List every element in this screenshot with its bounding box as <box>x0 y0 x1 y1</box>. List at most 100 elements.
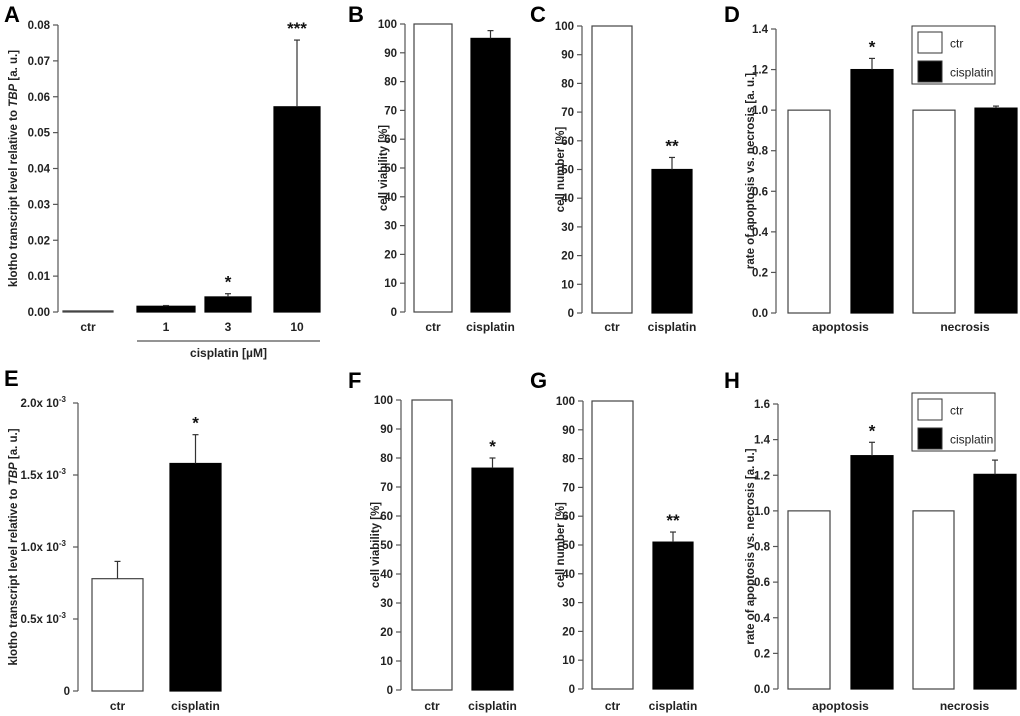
y-tick-label: 80 <box>561 78 574 90</box>
significance-marker: * <box>869 421 876 440</box>
bar-apoptosis-cisplatin <box>850 68 894 314</box>
panel-e: E 0 0.5x 10-3 1.0x 10-3 1.5x 10-3 2.0x 10-3 kl… <box>4 366 222 713</box>
bar-cisplatin <box>471 467 514 691</box>
legend-swatch-ctr <box>917 31 943 54</box>
y-tick-label: 0.07 <box>28 56 50 68</box>
y-tick-label: 20 <box>561 251 574 263</box>
y-tick-label: 0 <box>569 684 575 696</box>
y-tick-label: 0.8 <box>752 146 769 158</box>
y-tick-label: 0.2 <box>754 648 770 660</box>
y-tick-label: 1.5x 10-3 <box>21 467 67 482</box>
legend-label: ctr <box>950 404 963 418</box>
y-tick-label: 60 <box>380 511 393 523</box>
bar-apoptosis-ctr <box>787 109 831 314</box>
bar-3 <box>204 296 252 313</box>
bar-apoptosis-ctr <box>787 510 831 690</box>
panel-label: A <box>4 2 20 27</box>
bar-necrosis-cisplatin <box>973 473 1017 690</box>
y-tick-label: 10 <box>380 656 393 668</box>
significance-marker: * <box>489 437 496 456</box>
legend-label: ctr <box>950 37 963 51</box>
bar-ctr <box>62 310 114 313</box>
y-tick-exponent: -3 <box>59 611 67 620</box>
bar-cisplatin <box>470 37 511 313</box>
y-tick-label: 1.0x 10-3 <box>21 539 67 554</box>
y-tick-label: 100 <box>374 395 393 407</box>
y-tick-label: 40 <box>561 193 574 205</box>
y-tick-label: 0.04 <box>28 164 51 176</box>
panel-label: C <box>530 2 546 27</box>
significance-marker: ** <box>665 136 679 155</box>
y-axis-label: rate of apoptosis vs. necrosis [a. u.] <box>745 73 757 269</box>
y-tick-label: 40 <box>380 569 393 581</box>
y-tick-exponent: -3 <box>59 467 67 476</box>
y-tick-label: 1.2 <box>754 470 770 482</box>
y-tick-label: 40 <box>384 192 397 204</box>
y-tick-label: 0.6 <box>752 186 768 198</box>
y-tick-label: 20 <box>562 626 575 638</box>
bar-ctr <box>591 25 633 314</box>
bar-cisplatin <box>652 541 694 690</box>
legend-swatch-cisplatin <box>917 60 943 83</box>
significance-marker: * <box>225 273 232 292</box>
y-tick-label: 90 <box>380 424 393 436</box>
y-axis-label-part: TBP <box>8 83 20 106</box>
bar-ctr <box>413 23 453 313</box>
y-tick-label: 0.02 <box>28 235 50 247</box>
x-category-label: ctr <box>605 699 621 713</box>
panel-b: B 0 10 20 30 40 50 60 70 80 90 100 cell viability [%… <box>348 2 515 334</box>
y-tick-label: 60 <box>384 134 397 146</box>
bar-1 <box>136 305 196 313</box>
y-tick-label: 70 <box>380 482 393 494</box>
y-tick-label: 50 <box>384 163 397 175</box>
bar-necrosis-cisplatin <box>974 107 1018 314</box>
y-tick-label: 20 <box>384 249 397 261</box>
x-category-label: ctr <box>110 699 126 713</box>
y-tick-label: 0.01 <box>28 271 51 283</box>
y-tick-exponent: -3 <box>59 395 67 404</box>
bar-necrosis-ctr <box>912 109 956 314</box>
y-tick-label: 0.4 <box>752 227 769 239</box>
y-tick-exponent: -3 <box>59 539 67 548</box>
y-tick-label: 0.03 <box>28 199 50 211</box>
y-tick-label: 80 <box>562 454 575 466</box>
significance-marker: ** <box>666 511 680 530</box>
x-axis-label: cisplatin [µM] <box>190 346 267 360</box>
bar-necrosis-ctr <box>912 510 955 690</box>
x-category-label: 1 <box>163 320 170 334</box>
y-tick-label: 0.5x 10-3 <box>21 611 67 626</box>
y-tick-label: 90 <box>561 50 574 62</box>
panel-h: H 0.0 0.2 0.4 0.6 0.8 1.0 1.2 1.4 1.6 rate of apop… <box>724 368 1017 713</box>
y-tick-label: 10 <box>561 279 574 291</box>
y-tick-label: 0.08 <box>28 20 51 32</box>
y-axis-label-part: klotho transcript level relative to <box>8 107 20 287</box>
bar-10 <box>273 106 321 313</box>
y-axis-label: cell number [%] <box>555 502 567 588</box>
y-tick-label: 60 <box>561 136 574 148</box>
legend-swatch-ctr <box>917 398 943 421</box>
y-tick-label: 0.4 <box>754 613 771 625</box>
y-tick-label: 50 <box>562 540 575 552</box>
x-category-label: 10 <box>290 320 304 334</box>
y-tick-label: 0 <box>391 307 397 319</box>
y-axis-label: rate of apoptosis vs. necrosis [a. u.] <box>745 448 757 644</box>
y-tick-label: 70 <box>561 107 574 119</box>
y-axis-label-part: [a. u.] <box>8 50 20 84</box>
y-tick-label: 0.8 <box>754 542 771 554</box>
y-tick-label: 1.0 <box>752 105 768 117</box>
legend-label: cisplatin <box>950 66 993 80</box>
y-tick-label: 90 <box>562 425 575 437</box>
x-category-label: ctr <box>604 320 620 334</box>
y-axis-label: cell viability [%] <box>378 125 390 211</box>
y-axis-label-part: TBP <box>8 462 20 485</box>
legend-swatch-cisplatin <box>917 427 943 450</box>
y-axis-label-part: [a. u.] <box>8 428 20 462</box>
y-tick-label: 70 <box>384 105 397 117</box>
y-tick-label: 50 <box>380 540 393 552</box>
y-tick-label: 0.0 <box>752 308 768 320</box>
y-tick-label: 30 <box>561 222 574 234</box>
y-tick-label: 30 <box>562 598 575 610</box>
bar-cisplatin <box>169 462 222 692</box>
y-tick-label: 0.05 <box>28 128 51 140</box>
